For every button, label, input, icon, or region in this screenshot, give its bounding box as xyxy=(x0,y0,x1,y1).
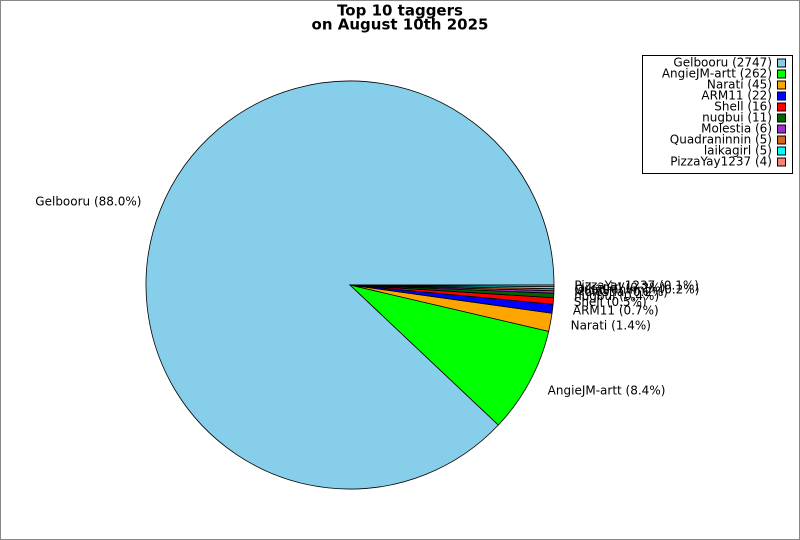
legend-label: Quadraninnin (5) xyxy=(670,133,772,147)
legend-label: Gelbooru (2747) xyxy=(673,56,772,70)
chart-title: Top 10 taggers xyxy=(337,2,463,20)
legend-swatch xyxy=(777,113,786,123)
legend-box xyxy=(642,55,793,174)
legend-label: PizzaYay1237 (4) xyxy=(670,155,772,169)
slice-label: Molestia (0.2%) xyxy=(574,285,668,299)
slice-label: Quadraninnin (0.2%) xyxy=(574,283,699,297)
slice-label: PizzaYay1237 (0.1%) xyxy=(574,278,699,292)
slice-label: ARM11 (0.7%) xyxy=(573,304,659,318)
legend-label: laikagirl (5) xyxy=(704,144,772,158)
legend: Gelbooru (2747)AngieJM-artt (262)Narati … xyxy=(642,55,793,174)
legend-label: nugbui (11) xyxy=(702,111,772,125)
legend-swatch xyxy=(777,80,786,90)
legend-label: Molestia (6) xyxy=(701,122,772,136)
pie-slice xyxy=(349,284,555,288)
legend-swatch xyxy=(777,58,786,68)
legend-swatch xyxy=(777,102,786,112)
legend-swatch xyxy=(777,91,786,101)
legend-label: AngieJM-artt (262) xyxy=(662,67,772,81)
legend-label: Narati (45) xyxy=(707,78,772,92)
legend-swatch xyxy=(777,146,786,156)
legend-swatch xyxy=(777,124,786,134)
slice-label: Shell (0.5%) xyxy=(574,295,647,309)
legend-swatch xyxy=(777,69,786,79)
legend-swatch xyxy=(777,157,786,167)
slice-label: Narati (1.4%) xyxy=(571,319,651,333)
slice-label: laikagirl (0.2%) xyxy=(574,280,665,294)
chart-subtitle: on August 10th 2025 xyxy=(312,16,489,34)
slice-label: Gelbooru (88.0%) xyxy=(35,195,141,209)
pie: Gelbooru (88.0%) AngieJM-artt (8.4%) Narat… xyxy=(35,80,699,490)
legend-swatch xyxy=(777,135,786,145)
slice-label: AngieJM-artt (8.4%) xyxy=(548,384,666,398)
legend-label: ARM11 (22) xyxy=(701,89,772,103)
slice-label: nugbui (0.4%) xyxy=(574,289,659,303)
legend-label: Shell (16) xyxy=(714,100,772,114)
